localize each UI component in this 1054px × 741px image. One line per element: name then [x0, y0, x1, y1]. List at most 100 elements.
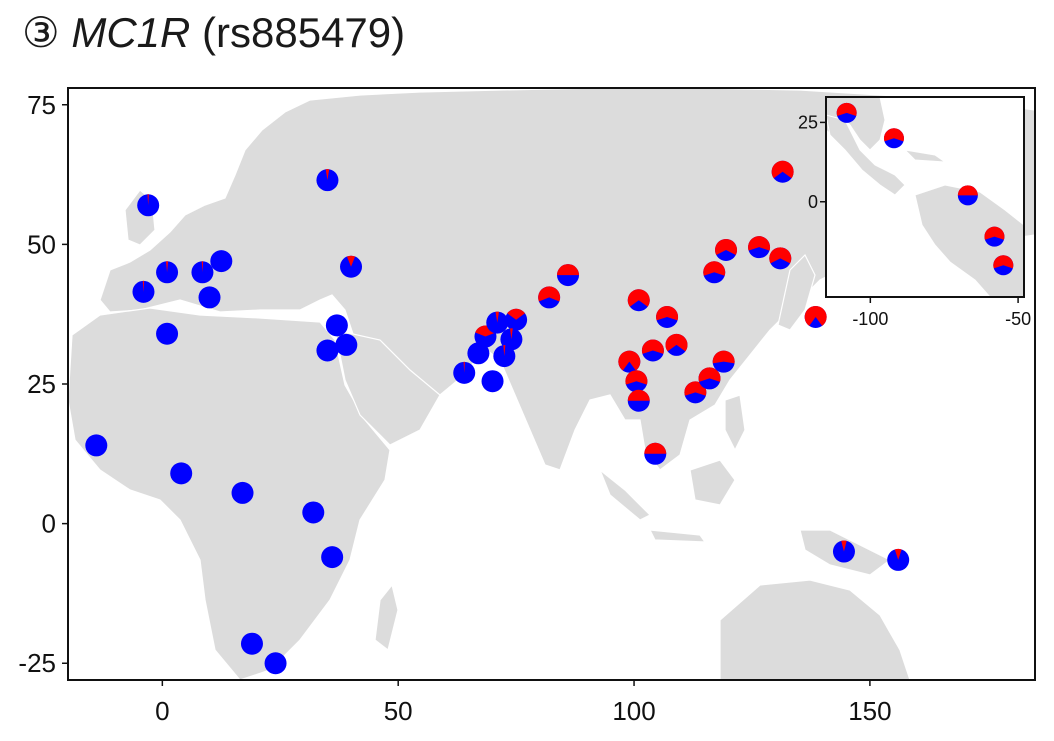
population-pie: [627, 289, 650, 312]
population-pie: [984, 226, 1005, 247]
y-tick-label: 50: [27, 229, 56, 259]
pie-derived-slice: [641, 339, 664, 354]
pie-derived-slice: [703, 261, 726, 276]
population-pie: [804, 305, 827, 328]
pie-derived-slice: [665, 333, 688, 352]
population-pie: [240, 632, 263, 655]
pie-derived-slice: [495, 311, 499, 323]
x-tick-label: -50: [1005, 309, 1031, 329]
population-pie: [656, 305, 679, 328]
pie-ancestral-slice: [264, 652, 287, 675]
inset-x-axis: -100 -50: [852, 297, 1031, 329]
y-tick-label: 0: [42, 509, 56, 539]
population-pie: [887, 548, 910, 571]
pie-ancestral-slice: [198, 286, 221, 309]
population-pie: [618, 350, 641, 373]
pie-ancestral-slice: [302, 501, 325, 524]
pie-ancestral-slice: [240, 632, 263, 655]
pie-ancestral-slice: [85, 434, 108, 457]
pie-ancestral-slice: [316, 339, 339, 362]
sumatra-landmass: [598, 468, 652, 521]
americas-inset-panel: -100 -50 25 0: [798, 96, 1031, 329]
pie-derived-slice: [618, 350, 641, 371]
population-pie: [836, 102, 857, 123]
pie-derived-slice: [625, 370, 648, 385]
population-pie: [85, 434, 108, 457]
population-pie: [156, 322, 179, 345]
population-pie: [644, 442, 667, 465]
x-tick-label: 150: [848, 696, 891, 726]
main-x-axis: 0 50 100 150: [155, 680, 892, 726]
pie-ancestral-slice: [156, 322, 179, 345]
pie-derived-slice: [503, 345, 506, 357]
population-pie: [170, 462, 193, 485]
arabia-landmass: [334, 329, 441, 446]
y-tick-label: 75: [27, 90, 56, 120]
population-pie: [748, 236, 771, 259]
population-pie: [210, 250, 233, 273]
population-pie: [156, 261, 179, 284]
africa-landmass: [68, 307, 391, 680]
pie-derived-slice: [715, 238, 738, 255]
population-pie: [335, 333, 358, 356]
population-pie: [957, 185, 978, 206]
pie-derived-slice: [771, 160, 794, 179]
pie-ancestral-slice: [210, 250, 233, 273]
philippines-landmass: [724, 394, 746, 452]
pie-ancestral-slice: [467, 342, 490, 365]
x-tick-label: 0: [155, 696, 169, 726]
population-pie: [198, 286, 221, 309]
borneo-landmass: [689, 459, 736, 506]
pie-derived-slice: [627, 289, 650, 307]
pie-derived-slice: [836, 102, 857, 116]
pie-derived-slice: [538, 286, 561, 302]
pie-derived-slice: [769, 247, 792, 264]
pie-ancestral-slice: [493, 345, 516, 368]
population-pie: [769, 247, 792, 270]
pie-ancestral-slice: [335, 333, 358, 356]
population-pie: [302, 501, 325, 524]
population-pie: [627, 389, 650, 412]
pie-derived-slice: [656, 305, 679, 321]
pie-derived-slice: [510, 328, 513, 340]
pie-derived-slice: [748, 236, 771, 251]
pie-derived-slice: [712, 350, 735, 364]
pie-derived-slice: [984, 226, 1005, 240]
mexico-landmass: [826, 114, 906, 196]
population-pie: [712, 350, 735, 373]
pie-derived-slice: [644, 442, 667, 454]
population-pie: [665, 333, 688, 356]
population-pie: [993, 255, 1014, 276]
population-pie: [321, 546, 344, 569]
population-pie: [538, 286, 561, 309]
population-pie: [505, 308, 528, 331]
pie-ancestral-slice: [500, 328, 523, 351]
inset-population-pies: [836, 102, 1014, 276]
population-pie: [316, 169, 339, 192]
pie-derived-slice: [507, 308, 526, 320]
population-pie: [340, 255, 363, 278]
population-pie: [698, 367, 721, 390]
pie-derived-slice: [894, 548, 902, 560]
y-tick-label: 25: [798, 112, 818, 132]
pie-derived-slice: [993, 255, 1014, 269]
pie-derived-slice: [142, 280, 145, 292]
population-pie: [132, 280, 155, 303]
madagascar-landmass: [374, 583, 399, 652]
population-pie: [703, 261, 726, 284]
x-tick-label: 100: [612, 696, 655, 726]
y-tick-label: 0: [808, 192, 818, 212]
pie-derived-slice: [841, 540, 847, 552]
population-pie: [883, 128, 904, 149]
pie-ancestral-slice: [170, 462, 193, 485]
pie-derived-slice: [201, 261, 204, 273]
population-pie: [137, 194, 160, 217]
pie-derived-slice: [957, 185, 978, 196]
x-tick-label: 50: [384, 696, 413, 726]
population-pie: [481, 370, 504, 393]
main-population-pies: [85, 160, 910, 675]
population-pie: [557, 264, 580, 287]
pie-derived-slice: [166, 261, 169, 273]
pie-derived-slice: [147, 194, 149, 206]
y-tick-label: -25: [18, 648, 56, 678]
